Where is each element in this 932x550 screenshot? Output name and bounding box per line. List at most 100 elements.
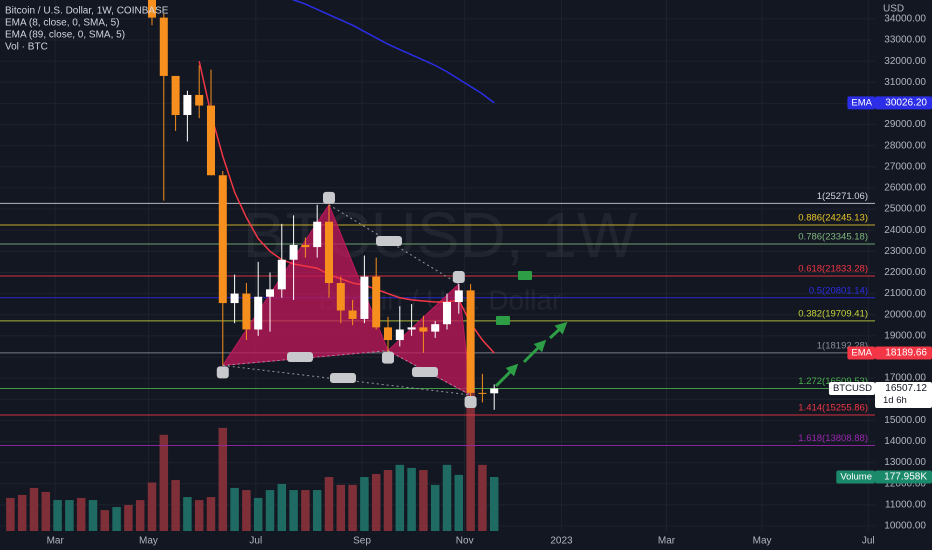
volume-bar bbox=[124, 504, 133, 531]
candle-body bbox=[395, 329, 404, 341]
candle-body bbox=[171, 75, 180, 116]
candle-body bbox=[442, 302, 452, 325]
ema-price-value: 30026.20 bbox=[885, 97, 927, 108]
last-price-tag: BTCUSD bbox=[833, 383, 872, 394]
y-tick-label: 34000.00 bbox=[884, 14, 926, 25]
y-tick-label: 24000.00 bbox=[884, 225, 926, 236]
candle-body bbox=[407, 327, 416, 330]
ema-price-value-box bbox=[875, 96, 932, 110]
fib-label: 1(25271.06) bbox=[817, 191, 868, 202]
fib-label: 1.414(15255.86) bbox=[798, 402, 868, 413]
candle-body bbox=[195, 94, 204, 106]
volume-bar bbox=[147, 482, 157, 531]
candle-body bbox=[383, 327, 393, 341]
volume-bar bbox=[29, 487, 39, 531]
volume-bar bbox=[419, 470, 428, 531]
volume-bar bbox=[289, 490, 298, 531]
volume-bar bbox=[312, 490, 322, 531]
legend-ema8: EMA (8, close, 0, SMA, 5) bbox=[5, 18, 119, 29]
x-tick-label: Jul bbox=[249, 536, 262, 547]
arrow bbox=[494, 363, 519, 388]
candle-body bbox=[360, 276, 369, 319]
ema-price-value-box bbox=[875, 346, 932, 360]
pattern-point bbox=[322, 191, 335, 204]
candle-body bbox=[478, 392, 487, 394]
candle-body bbox=[183, 94, 192, 116]
candle-body bbox=[206, 105, 216, 176]
fib-label: 0.618(21833.28) bbox=[798, 263, 868, 274]
gift-icon bbox=[496, 271, 532, 325]
legend-title: Bitcoin / U.S. Dollar, 1W, COINBASE bbox=[5, 6, 169, 17]
pattern-point bbox=[464, 395, 477, 408]
volume-bar bbox=[336, 484, 346, 531]
y-tick-label: 12000.00 bbox=[884, 478, 926, 489]
x-tick-label: May bbox=[139, 536, 158, 547]
fib-label: 0.886(24245.13) bbox=[798, 213, 868, 224]
ema-price-tag: EMA bbox=[851, 97, 872, 108]
last-price-countdown: 1d 6h bbox=[883, 395, 907, 406]
ratio-box bbox=[412, 367, 438, 377]
pattern-ratio-boxes bbox=[287, 236, 438, 383]
candle-body bbox=[301, 244, 310, 248]
volume-bar bbox=[324, 477, 334, 531]
volume-bar bbox=[478, 464, 487, 531]
ema-price-value: 18189.66 bbox=[885, 348, 927, 359]
volume-bar bbox=[112, 507, 121, 531]
x-tick-label: Mar bbox=[658, 536, 676, 547]
ema-price-tag-box bbox=[847, 346, 875, 360]
y-tick-label: 10000.00 bbox=[884, 521, 926, 532]
volume-bar bbox=[206, 497, 216, 531]
volume-bar bbox=[454, 474, 464, 531]
candle-body bbox=[466, 290, 475, 393]
volume-bar bbox=[135, 500, 145, 531]
volume-price-value-box bbox=[875, 470, 932, 484]
fib-label: 0.786(23345.18) bbox=[798, 232, 868, 243]
y-tick-label: 33000.00 bbox=[884, 35, 926, 46]
volume-bar bbox=[371, 473, 381, 531]
gift bbox=[518, 271, 532, 280]
volume-bar bbox=[277, 483, 287, 531]
x-tick-label: Jul bbox=[862, 536, 875, 547]
volume-bar bbox=[430, 484, 440, 531]
volume-bar bbox=[41, 491, 51, 531]
volume-bar bbox=[265, 490, 275, 531]
plot-area bbox=[0, 0, 875, 531]
candle-body bbox=[490, 388, 499, 394]
ratio-box bbox=[287, 352, 313, 362]
fib-label: 0.5(20801.14) bbox=[809, 285, 868, 296]
volume-bar bbox=[6, 497, 15, 531]
candle-body bbox=[372, 276, 381, 328]
volume-price-tag-box bbox=[836, 470, 875, 484]
projection-arrows bbox=[494, 321, 568, 388]
ratio-box bbox=[376, 236, 402, 246]
volume-bar bbox=[348, 484, 357, 531]
volume-price-tag: Volume bbox=[840, 472, 872, 483]
y-tick-label: 22000.00 bbox=[884, 267, 926, 278]
y-tick-label: 13000.00 bbox=[884, 457, 926, 468]
ema-price-tag: EMA bbox=[851, 347, 872, 358]
y-tick-label: 15000.00 bbox=[884, 415, 926, 426]
volume-bar bbox=[242, 490, 251, 531]
y-tick-label: 20000.00 bbox=[884, 309, 926, 320]
volume-bar bbox=[218, 427, 228, 531]
y-tick-label: 21000.00 bbox=[884, 288, 926, 299]
candle-body bbox=[313, 221, 322, 248]
volume-price-value: 177.958K bbox=[884, 472, 927, 483]
pattern-point bbox=[381, 351, 394, 364]
y-tick-label: 32000.00 bbox=[884, 56, 926, 67]
candle-body bbox=[242, 293, 251, 330]
fib-label: 1.618(13808.88) bbox=[798, 433, 868, 444]
y-tick-label: 17000.00 bbox=[884, 373, 926, 384]
candle-body bbox=[419, 327, 428, 332]
x-tick-label: Sep bbox=[353, 536, 371, 547]
y-tick-label: 14000.00 bbox=[884, 436, 926, 447]
y-tick-label: 31000.00 bbox=[884, 77, 926, 88]
y-tick-label: 29000.00 bbox=[884, 119, 926, 130]
candle-body bbox=[254, 296, 263, 330]
gift bbox=[496, 316, 510, 325]
y-tick-label: 19000.00 bbox=[884, 330, 926, 341]
x-tick-label: Mar bbox=[47, 536, 65, 547]
volume-bar bbox=[301, 490, 310, 531]
candle-body bbox=[218, 175, 227, 304]
